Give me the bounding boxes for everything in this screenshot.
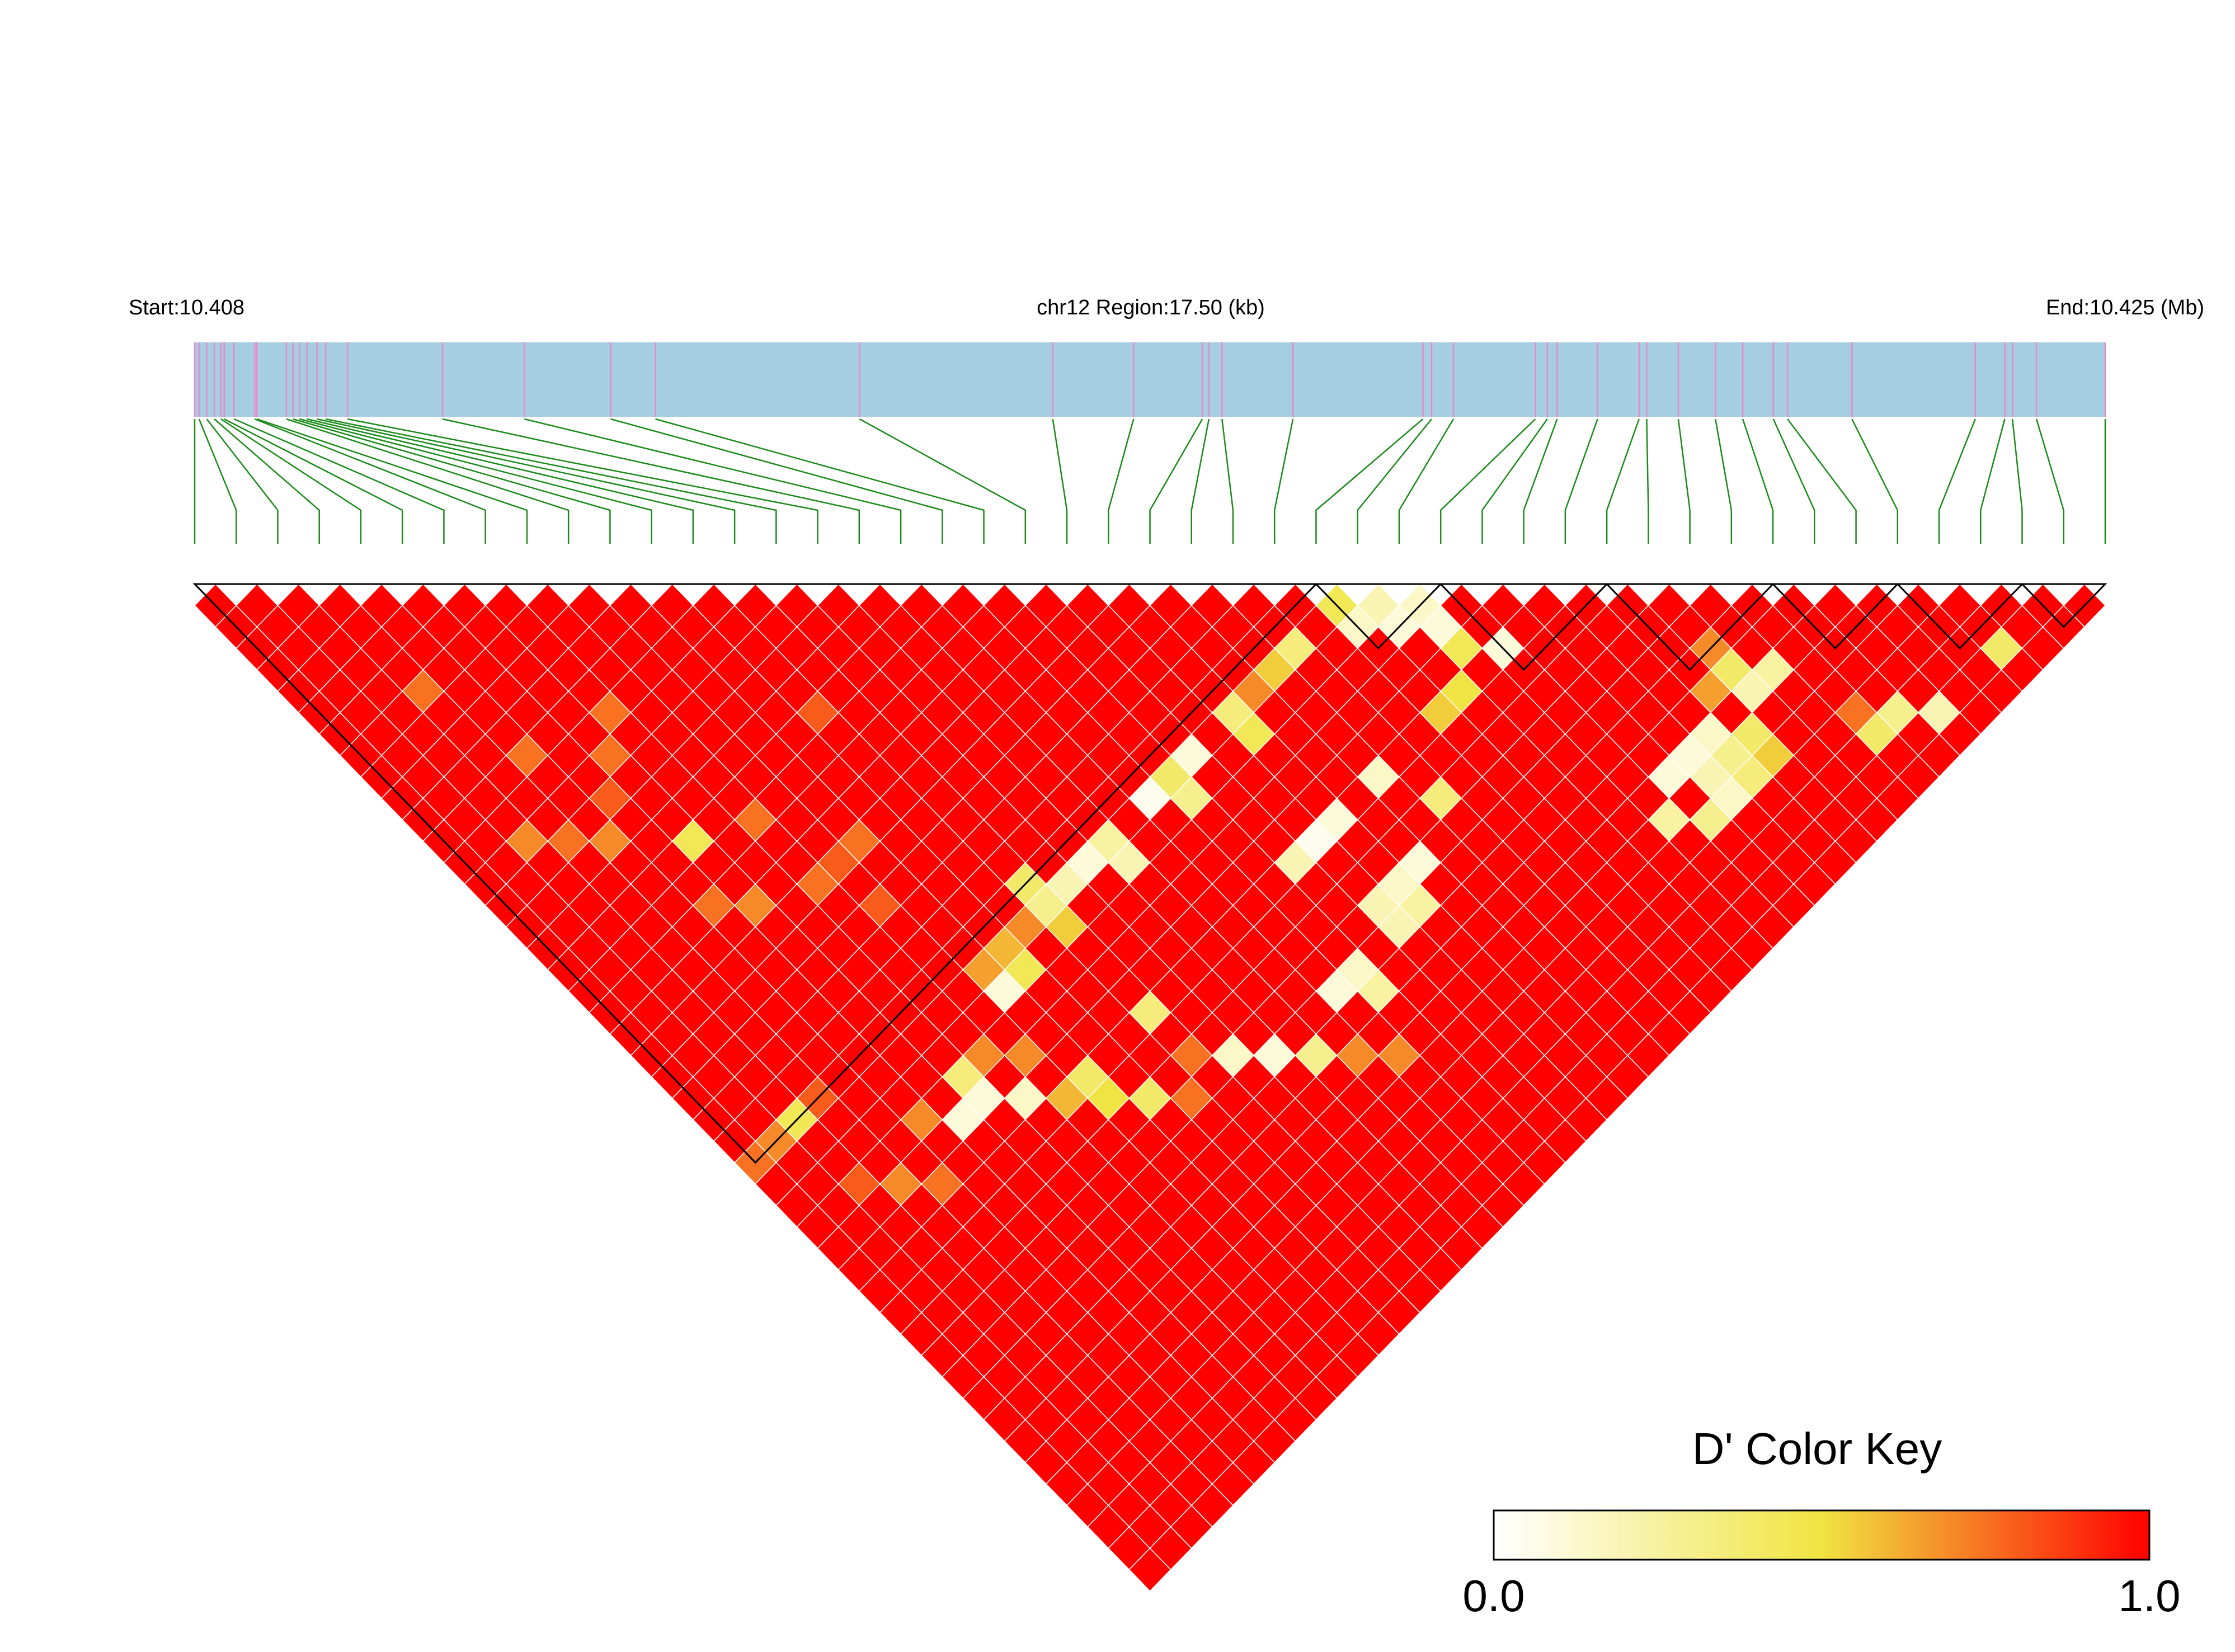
snp-connector [1315, 418, 1424, 544]
snp-connector [347, 418, 818, 544]
snp-connector [293, 418, 611, 544]
snp-connector [1564, 418, 1598, 544]
snp-connector [1439, 418, 1536, 544]
snp-connector [1108, 418, 1135, 544]
snp-connector [1787, 418, 1857, 544]
color-key-title: D' Color Key [1692, 1424, 1942, 1474]
snp-connector [2035, 418, 2065, 544]
snp-connector [1221, 418, 1234, 544]
snp-connector-lines [194, 418, 2106, 544]
snp-connector [1938, 418, 1976, 544]
ld-block-outline [1438, 583, 1609, 671]
ld-block-outline [1314, 583, 1443, 650]
snp-connector [1606, 418, 1640, 544]
track-bar [195, 342, 2105, 417]
snp-connector [317, 418, 736, 544]
snp-connector [325, 418, 777, 544]
snp-connector [214, 418, 320, 544]
snp-connector [220, 418, 362, 544]
snp-connector [1980, 418, 2006, 544]
ld-block-outline [192, 583, 1319, 1164]
snp-connector [233, 418, 445, 544]
ld-block-outline [1771, 583, 1900, 650]
snp-connector [610, 418, 943, 544]
snp-connector [1851, 418, 1899, 544]
start-label: Start:10.408 [129, 296, 244, 319]
snp-connector [1398, 418, 1455, 544]
ld-block-outlines [192, 583, 2107, 1164]
color-key-min-label: 0.0 [1462, 1571, 1524, 1621]
snp-connector [1715, 418, 1733, 544]
snp-connector [2011, 418, 2023, 544]
snp-connector [1523, 418, 1558, 544]
snp-connector [1677, 418, 1691, 544]
snp-connector [198, 418, 237, 544]
snp-connector [1191, 418, 1210, 544]
snp-connector [1357, 418, 1432, 544]
snp-connector [299, 418, 652, 544]
ld-block-outline [1605, 583, 1775, 671]
ld-block-outline [1895, 583, 2025, 650]
region-label: chr12 Region:17.50 (kb) [1037, 296, 1265, 319]
snp-connector [307, 418, 694, 544]
snp-connector [1646, 418, 1649, 544]
end-label: End:10.425 (Mb) [2046, 296, 2204, 319]
color-key-bar [1493, 1509, 2151, 1561]
snp-position-track [194, 342, 2106, 417]
snp-connector [1273, 418, 1294, 544]
color-key: D' Color Key 0.0 1.0 [1462, 1424, 2180, 1621]
ld-block-outline [2020, 583, 2107, 628]
snp-connector [256, 418, 528, 544]
snp-connector [859, 418, 1027, 544]
snp-connector [254, 418, 486, 544]
snp-connector [442, 418, 860, 544]
snp-connector [524, 418, 902, 544]
snp-connector [1052, 418, 1068, 544]
ld-heatmap [194, 583, 2106, 1592]
snp-connector [655, 418, 985, 544]
snp-connector [1481, 418, 1548, 544]
snp-connector [1772, 418, 1815, 544]
snp-connector [206, 418, 279, 544]
snp-connector [286, 418, 570, 544]
snp-connector [1742, 418, 1774, 544]
color-key-max-label: 1.0 [2118, 1571, 2180, 1621]
snp-connector [224, 418, 403, 544]
snp-connector [1149, 418, 1203, 544]
